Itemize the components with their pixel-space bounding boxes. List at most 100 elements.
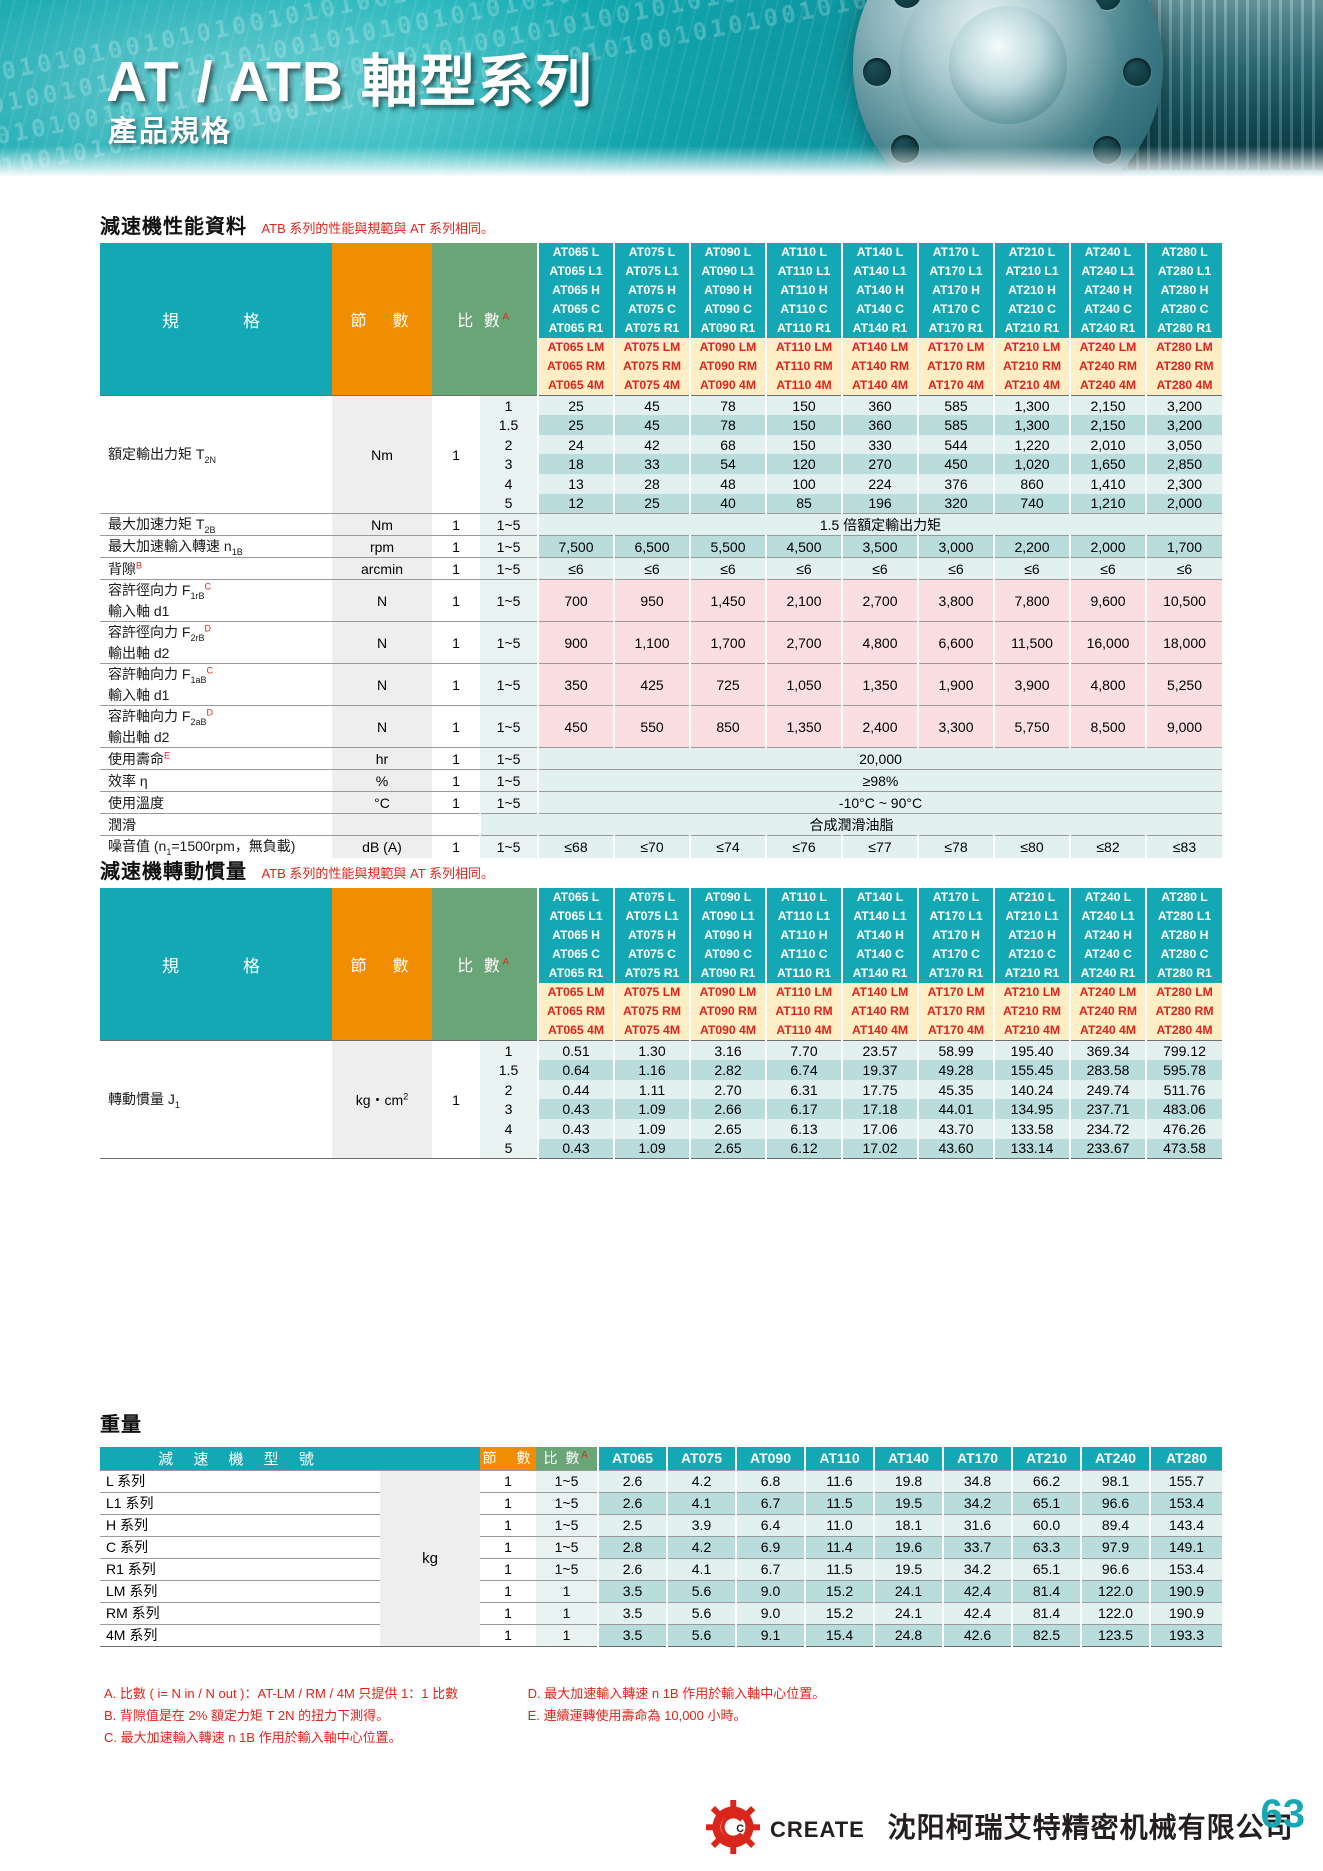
data-cell: 23.57 — [841, 1040, 918, 1061]
data-cell: ≤70 — [613, 835, 690, 858]
weight-header-model-cell: AT110 — [804, 1447, 874, 1470]
data-cell: 19.5 — [873, 1557, 943, 1580]
data-cell: 1.11 — [613, 1079, 690, 1100]
data-cell: 43.60 — [917, 1138, 994, 1159]
data-cell: 78 — [689, 395, 766, 416]
model-header-cell: AT065 C — [537, 300, 614, 319]
data-cell: 1,650 — [1069, 454, 1146, 475]
row-unit: Nm — [332, 395, 432, 514]
model-header-cell: AT280 4M — [1145, 1021, 1222, 1041]
data-cell: 7.70 — [765, 1040, 842, 1061]
data-cell: 4,800 — [841, 621, 918, 664]
row-stages: 1 — [432, 557, 480, 580]
data-cell: 65.1 — [1011, 1491, 1081, 1514]
data-cell: 24.8 — [873, 1623, 943, 1646]
model-header-cell: AT240 LM — [1069, 338, 1146, 357]
data-cell: ≤6 — [993, 557, 1070, 580]
model-header-cell: AT075 H — [613, 926, 690, 945]
footnote-item: E. 連續運轉使用壽命為 10,000 小時。 — [527, 1708, 747, 1723]
model-header-cell: AT090 L1 — [689, 907, 766, 926]
data-cell: 11.0 — [804, 1513, 874, 1536]
data-cell: 134.95 — [993, 1099, 1070, 1120]
data-cell: 1,700 — [1145, 535, 1222, 558]
data-cell: 270 — [841, 454, 918, 475]
data-cell: 143.4 — [1149, 1513, 1222, 1536]
data-cell: 19.37 — [841, 1060, 918, 1080]
data-cell: 153.4 — [1149, 1491, 1222, 1514]
banner-bottom-fade — [0, 146, 1323, 180]
row-ratio: 4 — [480, 1119, 538, 1139]
data-cell: 85 — [765, 493, 842, 514]
model-header-cell: AT065 L — [537, 888, 614, 907]
data-cell: 45 — [613, 395, 690, 416]
table-row: 1.5 0.64 1.16 2.82 6.74 19.37 49.28 155.45 283.5… — [100, 1060, 1222, 1080]
model-header-cell: AT210 4M — [993, 376, 1070, 396]
data-cell-merged: 1.5 倍額定輸出力矩 — [537, 513, 1222, 536]
model-header-cell: AT140 R1 — [841, 319, 918, 338]
data-cell: 68 — [689, 434, 766, 455]
data-cell: 9.0 — [735, 1601, 805, 1624]
model-header-cell: AT140 H — [841, 926, 918, 945]
data-cell: ≤6 — [1145, 557, 1222, 580]
model-header-cell: AT210 C — [993, 945, 1070, 964]
table-row: 潤滑 合成潤滑油脂 — [100, 813, 1222, 836]
data-cell: 3.5 — [597, 1623, 667, 1646]
model-header-cell: AT090 L1 — [689, 262, 766, 281]
data-cell: 17.18 — [841, 1099, 918, 1120]
data-cell: 224 — [841, 474, 918, 494]
row-stages: 1 — [432, 535, 480, 558]
header-spec-label: 規 格 — [100, 243, 332, 396]
data-cell: 3,050 — [1145, 434, 1222, 455]
model-header-cell: AT280 L — [1145, 888, 1222, 907]
data-cell: 1,450 — [689, 579, 766, 622]
data-cell: 3,000 — [917, 535, 994, 558]
footnote-item: A. 比數 ( i= N in / N out )：AT-LM / RM / 4… — [104, 1686, 459, 1701]
data-cell-merged: 合成潤滑油脂 — [479, 813, 1222, 836]
model-header-row: AT065 R1 AT075 R1 AT090 R1 AT110 R1 AT140 R1… — [100, 319, 1222, 338]
data-cell: 2.66 — [689, 1099, 766, 1120]
weight-row-stages: 1 — [480, 1557, 536, 1580]
data-cell: 2,850 — [1145, 454, 1222, 475]
data-cell: 122.0 — [1080, 1601, 1150, 1624]
model-header-cell: AT110 C — [765, 945, 842, 964]
table-row: 2 0.44 1.11 2.70 6.31 17.75 45.35 140.24 249.74 5… — [100, 1079, 1222, 1100]
model-header-cell: AT065 C — [537, 945, 614, 964]
data-cell: 799.12 — [1145, 1040, 1222, 1061]
model-header-cell: AT170 L — [917, 888, 994, 907]
data-cell: 2.65 — [689, 1138, 766, 1159]
model-header-row: AT065 L1 AT075 L1 AT090 L1 AT110 L1 AT140 L1… — [100, 262, 1222, 281]
data-cell: ≤76 — [765, 835, 842, 858]
model-header-cell: AT170 R1 — [917, 319, 994, 338]
data-cell: 34.2 — [942, 1557, 1012, 1580]
weight-header-ratio: 比 數A — [536, 1447, 598, 1470]
model-header-cell: AT090 L — [689, 888, 766, 907]
row-unit: N — [332, 621, 432, 664]
data-cell: 1,100 — [613, 621, 690, 664]
data-cell: 2.8 — [597, 1535, 667, 1558]
section-heading-weight: 重量 — [100, 1408, 142, 1437]
data-cell: 5.6 — [666, 1601, 736, 1624]
data-cell: 2,700 — [765, 621, 842, 664]
weight-row-ratio: 1 — [536, 1579, 598, 1602]
row-unit: N — [332, 663, 432, 706]
row-ratio: 1~5 — [480, 705, 538, 748]
weight-row-ratio: 1~5 — [536, 1491, 598, 1514]
model-header-cell: AT110 L1 — [765, 907, 842, 926]
data-cell: 320 — [917, 493, 994, 514]
table-row: 容許徑向力 F2rBD 輸出軸 d2 N 1 1~5 900 1,100 1,700 2,700… — [100, 621, 1222, 664]
data-cell: 2.65 — [689, 1119, 766, 1139]
table-row: 背隙B arcmin 1 1~5 ≤6 ≤6 ≤6 ≤6 ≤6 ≤6 ≤6 ≤6 ≤6 — [100, 557, 1222, 580]
footnotes-left-column: A. 比數 ( i= N in / N out )：AT-LM / RM / 4… — [104, 1683, 524, 1749]
model-header-cell: AT075 R1 — [613, 964, 690, 983]
data-cell-merged: ≥98% — [537, 769, 1222, 792]
model-header-cell: AT090 LM — [689, 338, 766, 357]
data-cell: 25 — [613, 493, 690, 514]
model-header-cell: AT090 R1 — [689, 964, 766, 983]
data-cell: ≤6 — [537, 557, 614, 580]
model-header-cell: AT210 L1 — [993, 262, 1070, 281]
model-header-cell: AT240 C — [1069, 300, 1146, 319]
data-cell: 360 — [841, 415, 918, 435]
table-row: 5 0.43 1.09 2.65 6.12 17.02 43.60 133.14 233.67 4… — [100, 1138, 1222, 1159]
data-cell: 48 — [689, 474, 766, 494]
header-ratio-label: 比 數A — [432, 243, 538, 396]
